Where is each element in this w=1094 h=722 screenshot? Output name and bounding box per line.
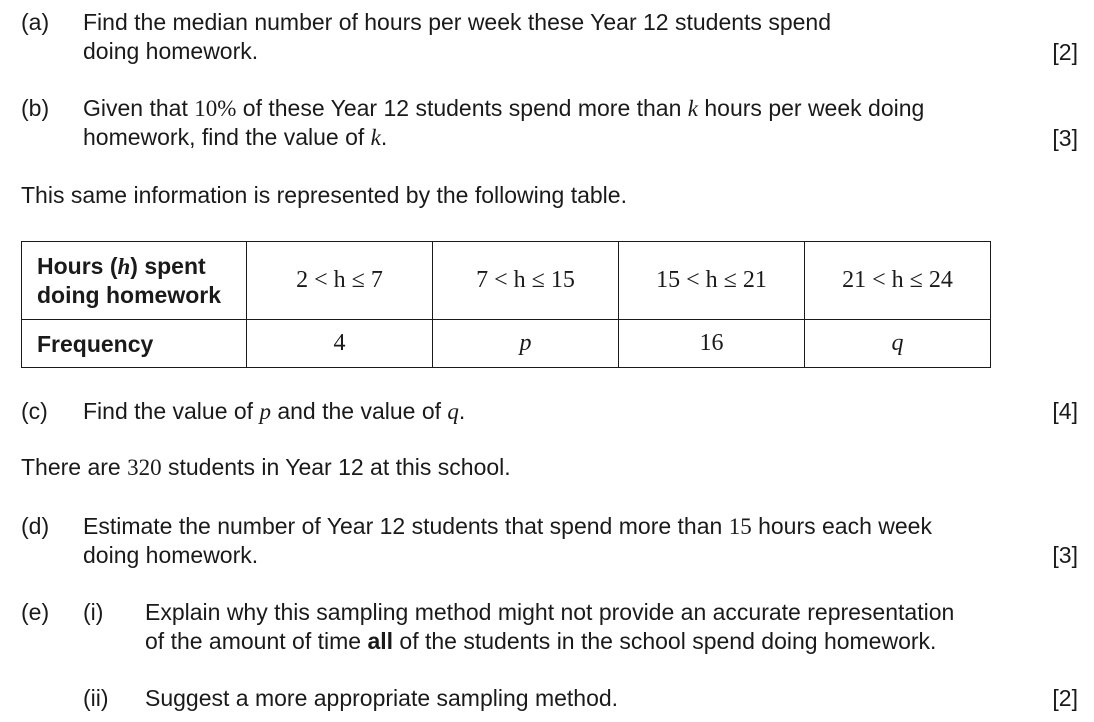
part-b-line2: homework, find the value of k. xyxy=(83,124,388,150)
hours-header-cell: Hours (h) spent doing homework xyxy=(21,241,247,320)
part-e-sub-ii-text: Suggest a more appropriate sampling meth… xyxy=(145,685,619,711)
part-a-marks: [2] xyxy=(1052,39,1078,65)
frequency-cell: p xyxy=(432,319,619,368)
part-a-label: (a) xyxy=(21,9,50,35)
part-d-line1: Estimate the number of Year 12 students … xyxy=(83,513,932,539)
part-b-marks: [3] xyxy=(1052,125,1078,151)
frequency-cell: q xyxy=(804,319,991,368)
part-a-line1: Find the median number of hours per week… xyxy=(83,9,831,35)
frequency-header-cell: Frequency xyxy=(21,319,247,368)
part-e-marks: [2] xyxy=(1052,685,1078,711)
part-e-sub-i-line1: Explain why this sampling method might n… xyxy=(145,599,955,625)
part-d-line2: doing homework. xyxy=(83,542,259,568)
part-e-sub-i-line2: of the amount of time all of the student… xyxy=(145,628,937,654)
interval-cell: 21 < h ≤ 24 xyxy=(804,241,991,320)
interval-cell: 15 < h ≤ 21 xyxy=(618,241,805,320)
part-b-line1: Given that 10% of these Year 12 students… xyxy=(83,95,925,121)
students-text: There are 320 students in Year 12 at thi… xyxy=(21,454,511,480)
part-e-sub-ii-label: (ii) xyxy=(83,685,109,711)
part-e-label: (e) xyxy=(21,599,50,625)
part-b-label: (b) xyxy=(21,95,50,121)
frequency-cell: 16 xyxy=(618,319,805,368)
table-row-frequency: Frequency 4 p 16 q xyxy=(21,319,991,368)
frequency-table: Hours (h) spent doing homework 2 < h ≤ 7 … xyxy=(21,241,991,368)
part-d-label: (d) xyxy=(21,513,50,539)
part-e-sub-i-label: (i) xyxy=(83,599,104,625)
intro-text: This same information is represented by … xyxy=(21,182,627,208)
part-c-text: Find the value of p and the value of q. xyxy=(83,398,466,424)
part-d-marks: [3] xyxy=(1052,542,1078,568)
part-c-marks: [4] xyxy=(1052,398,1078,424)
frequency-cell: 4 xyxy=(246,319,433,368)
interval-cell: 7 < h ≤ 15 xyxy=(432,241,619,320)
part-a-line2: doing homework. xyxy=(83,38,259,64)
interval-cell: 2 < h ≤ 7 xyxy=(246,241,433,320)
part-c-label: (c) xyxy=(21,398,48,424)
table-row-hours: Hours (h) spent doing homework 2 < h ≤ 7 … xyxy=(21,241,991,320)
